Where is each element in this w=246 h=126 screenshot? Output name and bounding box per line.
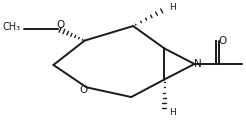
Text: O: O <box>79 85 88 95</box>
Text: O: O <box>218 36 227 46</box>
Text: N: N <box>195 59 202 69</box>
Text: CH₃: CH₃ <box>2 22 20 32</box>
Text: H: H <box>169 108 175 117</box>
Text: H: H <box>169 3 175 12</box>
Text: O: O <box>56 20 64 30</box>
